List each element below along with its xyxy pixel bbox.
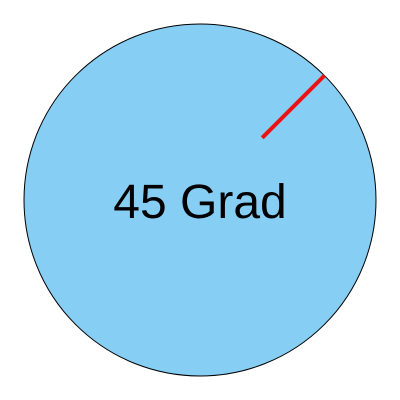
angle-line	[260, 74, 326, 140]
angle-label: 45 Grad	[113, 176, 286, 229]
